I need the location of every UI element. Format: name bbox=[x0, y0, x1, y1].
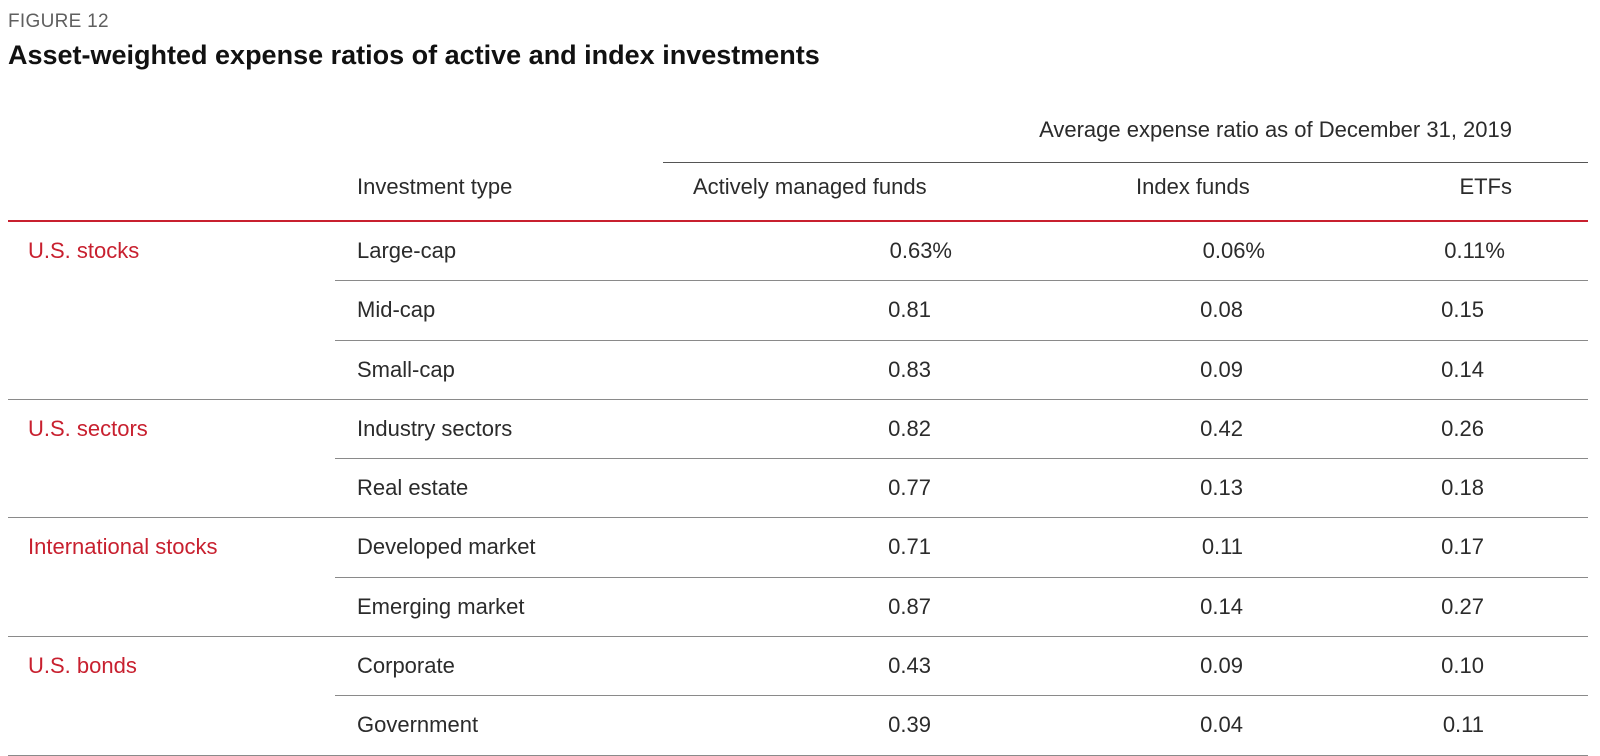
cell-actively-managed: 0.77 bbox=[888, 475, 931, 501]
figure-title: Asset-weighted expense ratios of active … bbox=[8, 40, 820, 70]
group-divider bbox=[8, 517, 1588, 519]
cell-investment-type: Mid-cap bbox=[357, 297, 436, 323]
cell-investment-type: Developed market bbox=[357, 534, 536, 560]
table-row: Mid-cap 0.81 0.08 0.15 bbox=[0, 281, 1600, 341]
header-divider bbox=[8, 220, 1588, 222]
cell-index-funds: 0.06% bbox=[1202, 238, 1265, 263]
cell-investment-type: Corporate bbox=[357, 653, 455, 679]
cell-etfs: 0.14 bbox=[1441, 356, 1484, 382]
group-label: U.S. bonds bbox=[28, 653, 137, 679]
cell-actively-managed: 0.87 bbox=[888, 593, 931, 619]
cell-actively-managed: 0.63% bbox=[889, 238, 952, 263]
cell-index-funds: 0.11 bbox=[1201, 534, 1243, 560]
cell-actively-managed: 0.83 bbox=[888, 356, 931, 382]
table-group: International stocks Developed market 0.71… bbox=[0, 518, 1600, 638]
figure-label: FIGURE 12 bbox=[8, 11, 109, 32]
group-divider bbox=[8, 636, 1588, 638]
column-header-actively-managed: Actively managed funds bbox=[693, 174, 927, 199]
group-divider bbox=[8, 398, 1588, 400]
cell-index-funds: 0.14 bbox=[1200, 593, 1243, 619]
table-row: Developed market 0.71 0.11 0.17 bbox=[0, 518, 1600, 578]
cell-actively-managed: 0.43 bbox=[888, 653, 931, 679]
cell-investment-type: Industry sectors bbox=[357, 415, 513, 441]
span-header-rule bbox=[663, 162, 1588, 163]
cell-investment-type: Government bbox=[357, 712, 479, 738]
column-header-investment-type: Investment type bbox=[357, 174, 513, 199]
table-row: Large-cap 0.63% 0.06% 0.11% bbox=[0, 222, 1600, 282]
cell-index-funds: 0.09 bbox=[1200, 356, 1243, 382]
column-header-index-funds: Index funds bbox=[1136, 174, 1250, 199]
cell-etfs: 0.18 bbox=[1441, 475, 1484, 501]
table-group: U.S. bonds Corporate 0.43 0.09 0.10 Governmen… bbox=[0, 637, 1600, 756]
group-label: U.S. stocks bbox=[28, 238, 140, 263]
table-row: Government 0.39 0.04 0.11 bbox=[0, 696, 1600, 755]
cell-etfs: 0.17 bbox=[1441, 534, 1484, 560]
cell-index-funds: 0.42 bbox=[1200, 415, 1243, 441]
cell-investment-type: Real estate bbox=[357, 475, 469, 501]
cell-etfs: 0.11 bbox=[1442, 712, 1484, 738]
table-header-row: Investment type Actively managed funds I… bbox=[0, 174, 1600, 214]
cell-etfs: 0.15 bbox=[1441, 297, 1484, 323]
cell-etfs: 0.27 bbox=[1441, 593, 1484, 619]
cell-actively-managed: 0.81 bbox=[888, 297, 931, 323]
row-divider bbox=[335, 458, 1588, 460]
cell-actively-managed: 0.71 bbox=[888, 534, 931, 560]
cell-investment-type: Small-cap bbox=[357, 356, 455, 382]
table-row: Emerging market 0.87 0.14 0.27 bbox=[0, 578, 1600, 637]
column-header-etfs: ETFs bbox=[1459, 174, 1512, 199]
table-group: U.S. stocks Large-cap 0.63% 0.06% 0.11% Mid-c… bbox=[0, 222, 1600, 400]
cell-investment-type: Large-cap bbox=[357, 238, 457, 263]
group-label: International stocks bbox=[28, 534, 218, 560]
cell-etfs: 0.10 bbox=[1441, 653, 1484, 679]
table-body: U.S. stocks Large-cap 0.63% 0.06% 0.11% Mid-c… bbox=[0, 222, 1600, 756]
table-group: U.S. sectors Industry sectors 0.82 0.42 0.26… bbox=[0, 400, 1600, 519]
row-divider bbox=[335, 695, 1588, 697]
cell-index-funds: 0.13 bbox=[1200, 475, 1243, 501]
cell-index-funds: 0.04 bbox=[1200, 712, 1243, 738]
table-row: Real estate 0.77 0.13 0.18 bbox=[0, 459, 1600, 518]
cell-etfs: 0.11% bbox=[1444, 238, 1505, 263]
cell-actively-managed: 0.82 bbox=[888, 415, 931, 441]
group-label: U.S. sectors bbox=[28, 415, 148, 441]
table-row: Industry sectors 0.82 0.42 0.26 bbox=[0, 400, 1600, 460]
table-row: Corporate 0.43 0.09 0.10 bbox=[0, 637, 1600, 697]
cell-investment-type: Emerging market bbox=[357, 593, 525, 619]
row-divider bbox=[335, 576, 1588, 578]
column-span-header: Average expense ratio as of December 31,… bbox=[1039, 117, 1512, 142]
row-divider bbox=[335, 339, 1588, 341]
table-row: Small-cap 0.83 0.09 0.14 bbox=[0, 341, 1600, 400]
cell-etfs: 0.26 bbox=[1441, 415, 1484, 441]
cell-index-funds: 0.09 bbox=[1200, 653, 1243, 679]
cell-actively-managed: 0.39 bbox=[888, 712, 931, 738]
row-divider bbox=[335, 280, 1588, 282]
cell-index-funds: 0.08 bbox=[1200, 297, 1243, 323]
